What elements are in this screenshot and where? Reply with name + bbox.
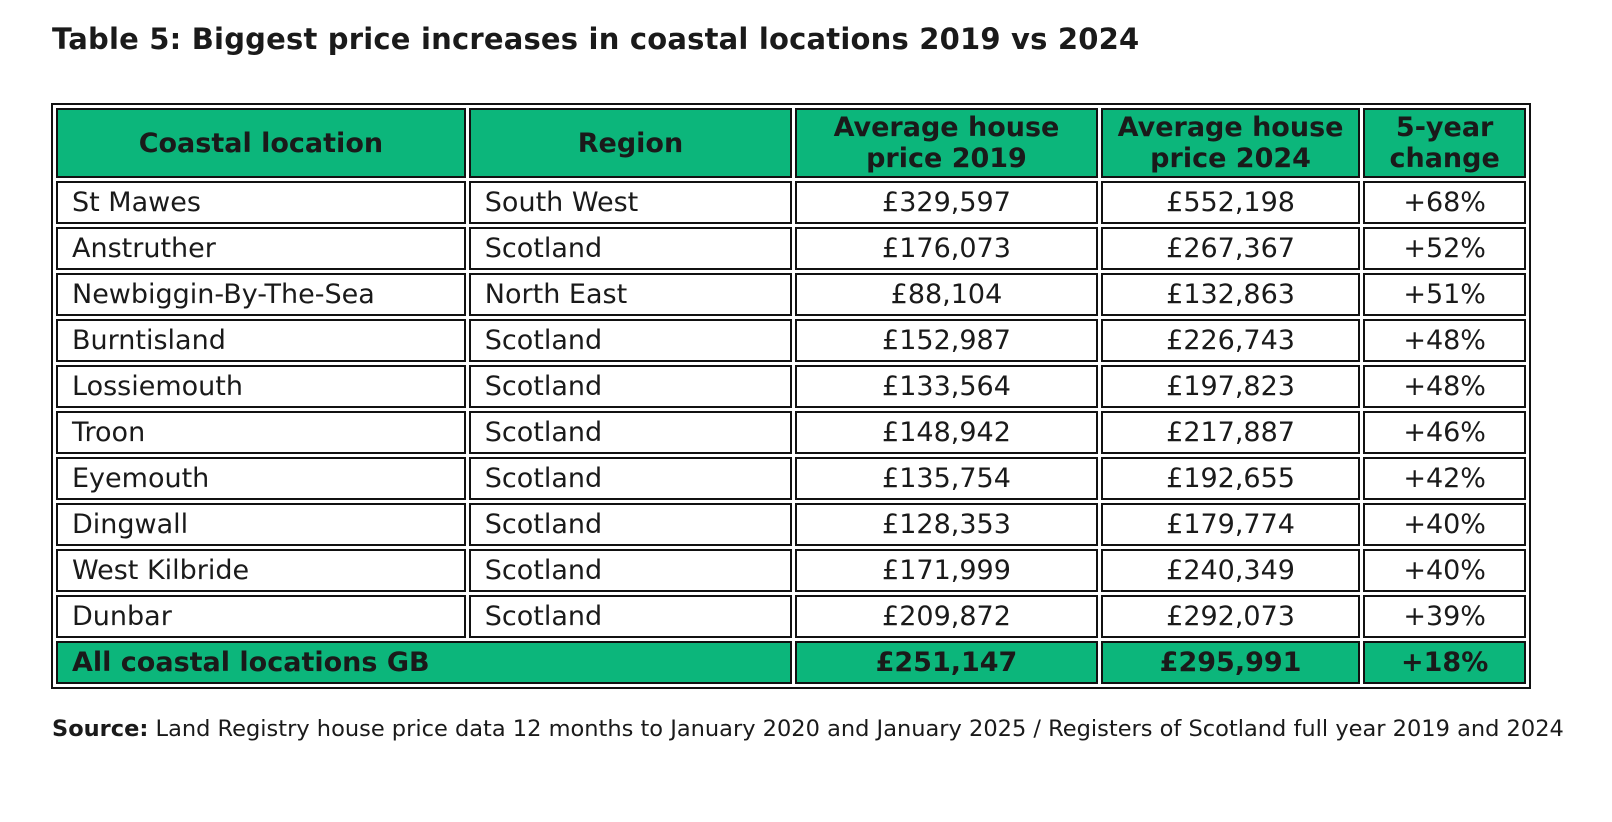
cell-price-2019: £209,872 — [795, 595, 1098, 638]
cell-price-2024: £226,743 — [1100, 319, 1361, 362]
cell-five-year-change: +42% — [1363, 457, 1526, 500]
header-five-year-change: 5-year change — [1363, 108, 1526, 178]
cell-region: Scotland — [468, 457, 793, 500]
cell-coastal-location: Burntisland — [56, 319, 466, 362]
cell-price-2024: £192,655 — [1100, 457, 1361, 500]
cell-five-year-change: +51% — [1363, 273, 1526, 316]
cell-coastal-location: Lossiemouth — [56, 365, 466, 408]
price-table: Coastal location Region Average house pr… — [51, 103, 1531, 689]
header-row: Coastal location Region Average house pr… — [56, 108, 1526, 178]
cell-coastal-location: Troon — [56, 411, 466, 454]
cell-region: Scotland — [468, 503, 793, 546]
cell-coastal-location: West Kilbride — [56, 549, 466, 592]
cell-region: Scotland — [468, 411, 793, 454]
table-title: Table 5: Biggest price increases in coas… — [52, 22, 1140, 56]
table-row: Newbiggin-By-The-Sea North East £88,104 £13… — [56, 273, 1526, 316]
cell-price-2024: £179,774 — [1100, 503, 1361, 546]
table-row: Troon Scotland £148,942 £217,887 +46% — [56, 411, 1526, 454]
total-price-2024: £295,991 — [1100, 641, 1361, 684]
cell-region: North East — [468, 273, 793, 316]
cell-price-2019: £135,754 — [795, 457, 1098, 500]
header-region: Region — [468, 108, 793, 178]
table-row: Eyemouth Scotland £135,754 £192,655 +42% — [56, 457, 1526, 500]
total-row: All coastal locations GB £251,147 £295,9… — [56, 641, 1526, 684]
total-label: All coastal locations GB — [56, 641, 793, 684]
cell-price-2024: £292,073 — [1100, 595, 1361, 638]
cell-price-2024: £197,823 — [1100, 365, 1361, 408]
cell-price-2019: £148,942 — [795, 411, 1098, 454]
cell-region: Scotland — [468, 227, 793, 270]
cell-price-2019: £171,999 — [795, 549, 1098, 592]
cell-five-year-change: +40% — [1363, 503, 1526, 546]
cell-five-year-change: +52% — [1363, 227, 1526, 270]
price-table-grid: Coastal location Region Average house pr… — [53, 105, 1529, 687]
cell-price-2024: £552,198 — [1100, 181, 1361, 224]
cell-region: South West — [468, 181, 793, 224]
cell-price-2024: £217,887 — [1100, 411, 1361, 454]
cell-coastal-location: Newbiggin-By-The-Sea — [56, 273, 466, 316]
header-price-2024: Average house price 2024 — [1100, 108, 1361, 178]
table-row: Lossiemouth Scotland £133,564 £197,823 +48% — [56, 365, 1526, 408]
cell-price-2024: £240,349 — [1100, 549, 1361, 592]
table-footer: All coastal locations GB £251,147 £295,9… — [56, 641, 1526, 684]
cell-region: Scotland — [468, 365, 793, 408]
cell-coastal-location: St Mawes — [56, 181, 466, 224]
cell-price-2024: £267,367 — [1100, 227, 1361, 270]
cell-region: Scotland — [468, 549, 793, 592]
source-note: Source: Land Registry house price data 1… — [52, 716, 1564, 742]
table-row: West Kilbride Scotland £171,999 £240,349 +40… — [56, 549, 1526, 592]
table-row: St Mawes South West £329,597 £552,198 +68% — [56, 181, 1526, 224]
cell-five-year-change: +40% — [1363, 549, 1526, 592]
cell-price-2019: £88,104 — [795, 273, 1098, 316]
cell-five-year-change: +39% — [1363, 595, 1526, 638]
cell-region: Scotland — [468, 595, 793, 638]
table-row: Dunbar Scotland £209,872 £292,073 +39% — [56, 595, 1526, 638]
cell-five-year-change: +48% — [1363, 319, 1526, 362]
cell-coastal-location: Anstruther — [56, 227, 466, 270]
table-row: Dingwall Scotland £128,353 £179,774 +40% — [56, 503, 1526, 546]
table-row: Anstruther Scotland £176,073 £267,367 +52% — [56, 227, 1526, 270]
cell-price-2019: £329,597 — [795, 181, 1098, 224]
source-text: Land Registry house price data 12 months… — [148, 716, 1564, 742]
cell-coastal-location: Dunbar — [56, 595, 466, 638]
table-header: Coastal location Region Average house pr… — [56, 108, 1526, 178]
header-price-2019: Average house price 2019 — [795, 108, 1098, 178]
cell-five-year-change: +46% — [1363, 411, 1526, 454]
cell-region: Scotland — [468, 319, 793, 362]
cell-five-year-change: +68% — [1363, 181, 1526, 224]
cell-price-2019: £152,987 — [795, 319, 1098, 362]
cell-price-2024: £132,863 — [1100, 273, 1361, 316]
table-row: Burntisland Scotland £152,987 £226,743 +48% — [56, 319, 1526, 362]
cell-coastal-location: Dingwall — [56, 503, 466, 546]
cell-five-year-change: +48% — [1363, 365, 1526, 408]
cell-price-2019: £133,564 — [795, 365, 1098, 408]
total-price-2019: £251,147 — [795, 641, 1098, 684]
cell-price-2019: £128,353 — [795, 503, 1098, 546]
header-coastal-location: Coastal location — [56, 108, 466, 178]
source-label: Source: — [52, 716, 149, 742]
cell-price-2019: £176,073 — [795, 227, 1098, 270]
cell-coastal-location: Eyemouth — [56, 457, 466, 500]
table-body: St Mawes South West £329,597 £552,198 +68% An… — [56, 181, 1526, 638]
total-change: +18% — [1363, 641, 1526, 684]
